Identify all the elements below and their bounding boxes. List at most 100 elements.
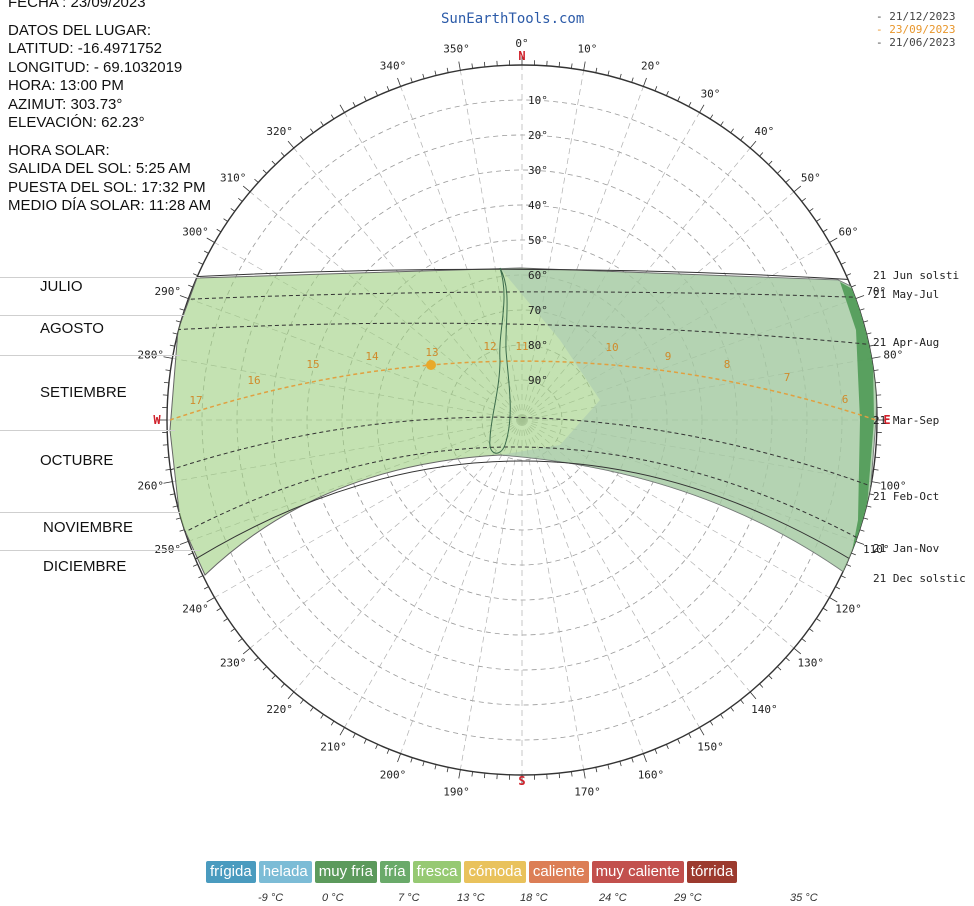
azimuth-tick xyxy=(769,161,772,165)
hour-label: 8 xyxy=(724,358,731,371)
azimuth-tick xyxy=(224,219,228,222)
azimuth-tick xyxy=(750,141,756,148)
azimuth-tick xyxy=(689,102,691,106)
azimuth-tick xyxy=(846,274,851,276)
azimuth-label: 20° xyxy=(641,60,661,73)
azimuth-tick xyxy=(484,62,485,67)
azimuth-tick xyxy=(272,161,275,165)
azimuth-tick xyxy=(802,639,806,642)
azimuth-tick xyxy=(193,564,198,566)
azimuth-tick xyxy=(164,357,173,359)
azimuth-tick xyxy=(188,553,193,555)
elevation-label: 70° xyxy=(528,304,548,317)
azimuth-tick xyxy=(164,457,169,458)
azimuth-tick xyxy=(435,71,436,76)
azimuth-tick xyxy=(459,770,461,779)
azimuth-label: 220° xyxy=(266,703,293,716)
azimuth-tick xyxy=(164,482,173,484)
azimuth-tick xyxy=(655,86,657,91)
azimuth-tick xyxy=(472,772,473,777)
azimuth-label: 230° xyxy=(220,656,247,669)
azimuth-tick xyxy=(700,727,705,735)
azimuth-radial xyxy=(401,420,522,754)
azimuth-tick xyxy=(411,758,413,763)
azimuth-tick xyxy=(217,229,221,232)
azimuth-label: 210° xyxy=(320,740,347,753)
azimuth-tick xyxy=(204,587,208,589)
curve-label: 21 Dec solstic xyxy=(873,572,966,585)
azimuth-tick xyxy=(741,700,744,704)
azimuth-tick xyxy=(376,744,378,749)
legend-muy-caliente: muy caliente xyxy=(592,861,684,883)
elevation-label: 40° xyxy=(528,199,548,212)
solar-noon-text: MEDIO DÍA SOLAR: 11:28 AM xyxy=(8,197,211,216)
azimuth-tick xyxy=(874,469,879,470)
azimuth-tick xyxy=(243,186,250,192)
azimuth-tick xyxy=(387,86,389,91)
azimuth-tick xyxy=(741,136,744,140)
azimuth-tick xyxy=(608,71,609,76)
azimuth-tick xyxy=(721,122,724,126)
azimuth-tick xyxy=(571,64,572,69)
elevation-label: 80° xyxy=(528,339,548,352)
azimuth-tick xyxy=(288,141,294,148)
curve-label: 21 Jun solsti xyxy=(873,269,959,282)
azimuth-tick xyxy=(786,179,790,182)
azimuth-tick xyxy=(170,494,175,495)
azimuth-tick xyxy=(872,357,881,359)
azimuth-tick xyxy=(173,333,178,334)
legend-frigida: frígida xyxy=(206,861,256,883)
azimuth-tick xyxy=(816,619,820,622)
hour-label: 15 xyxy=(306,358,319,371)
curve-label: 21 Mar-Sep xyxy=(873,414,939,427)
azimuth-tick xyxy=(180,541,188,544)
azimuth-tick xyxy=(272,675,275,679)
curve-label: 21 May-Jul xyxy=(873,288,939,301)
azimuth-tick xyxy=(851,285,856,287)
azimuth-tick xyxy=(353,733,355,737)
azimuth-tick xyxy=(176,518,181,519)
azimuth-tick xyxy=(874,370,879,371)
azimuth-tick xyxy=(423,761,424,766)
azimuth-tick xyxy=(608,764,609,769)
azimuth-tick xyxy=(851,553,856,555)
azimuth-tick xyxy=(721,714,724,718)
elevation-label: 10° xyxy=(528,94,548,107)
azimuth-tick xyxy=(632,758,634,763)
azimuth-tick xyxy=(217,608,221,611)
azimuth-tick xyxy=(866,506,871,507)
azimuth-tick xyxy=(166,370,171,371)
azimuth-text: AZIMUT: 303.73° xyxy=(8,96,211,115)
elevation-text: ELEVACIÓN: 62.23° xyxy=(8,114,211,133)
month-label: NOVIEMBRE xyxy=(43,519,133,536)
azimuth-tick xyxy=(620,74,621,79)
azimuth-tick xyxy=(243,648,250,654)
azimuth-tick xyxy=(176,321,181,322)
hour-label: 12 xyxy=(483,340,496,353)
temp-label: 7 °C xyxy=(398,892,420,904)
azimuth-label: 160° xyxy=(638,768,665,781)
brand-title[interactable]: SunEarthTools.com xyxy=(441,11,584,27)
azimuth-tick xyxy=(173,506,178,507)
azimuth-tick xyxy=(829,598,837,603)
azimuth-tick xyxy=(376,91,378,96)
site-info-panel: FECHA : 23/09/2023 DATOS DEL LUGAR: LATI… xyxy=(8,0,211,216)
date-legend-item: - 23/09/2023 xyxy=(876,23,955,36)
azimuth-tick xyxy=(300,700,303,704)
azimuth-label: 320° xyxy=(266,125,293,138)
date-legend-item: - 21/12/2023 xyxy=(876,10,955,23)
azimuth-tick xyxy=(447,68,448,73)
azimuth-label: 170° xyxy=(574,785,601,798)
comfort-legend: frígida helada muy fría fría fresca cómo… xyxy=(206,861,737,883)
azimuth-tick xyxy=(321,122,324,126)
azimuth-label: 130° xyxy=(798,656,825,669)
azimuth-tick xyxy=(198,262,202,264)
azimuth-tick xyxy=(288,692,294,699)
month-label: JULIO xyxy=(40,278,83,295)
azimuth-tick xyxy=(281,684,284,688)
azimuth-tick xyxy=(254,658,258,661)
legend-fresca: fresca xyxy=(413,861,462,883)
azimuth-tick xyxy=(835,587,839,589)
azimuth-label: 300° xyxy=(182,226,209,239)
azimuth-tick xyxy=(794,186,801,192)
